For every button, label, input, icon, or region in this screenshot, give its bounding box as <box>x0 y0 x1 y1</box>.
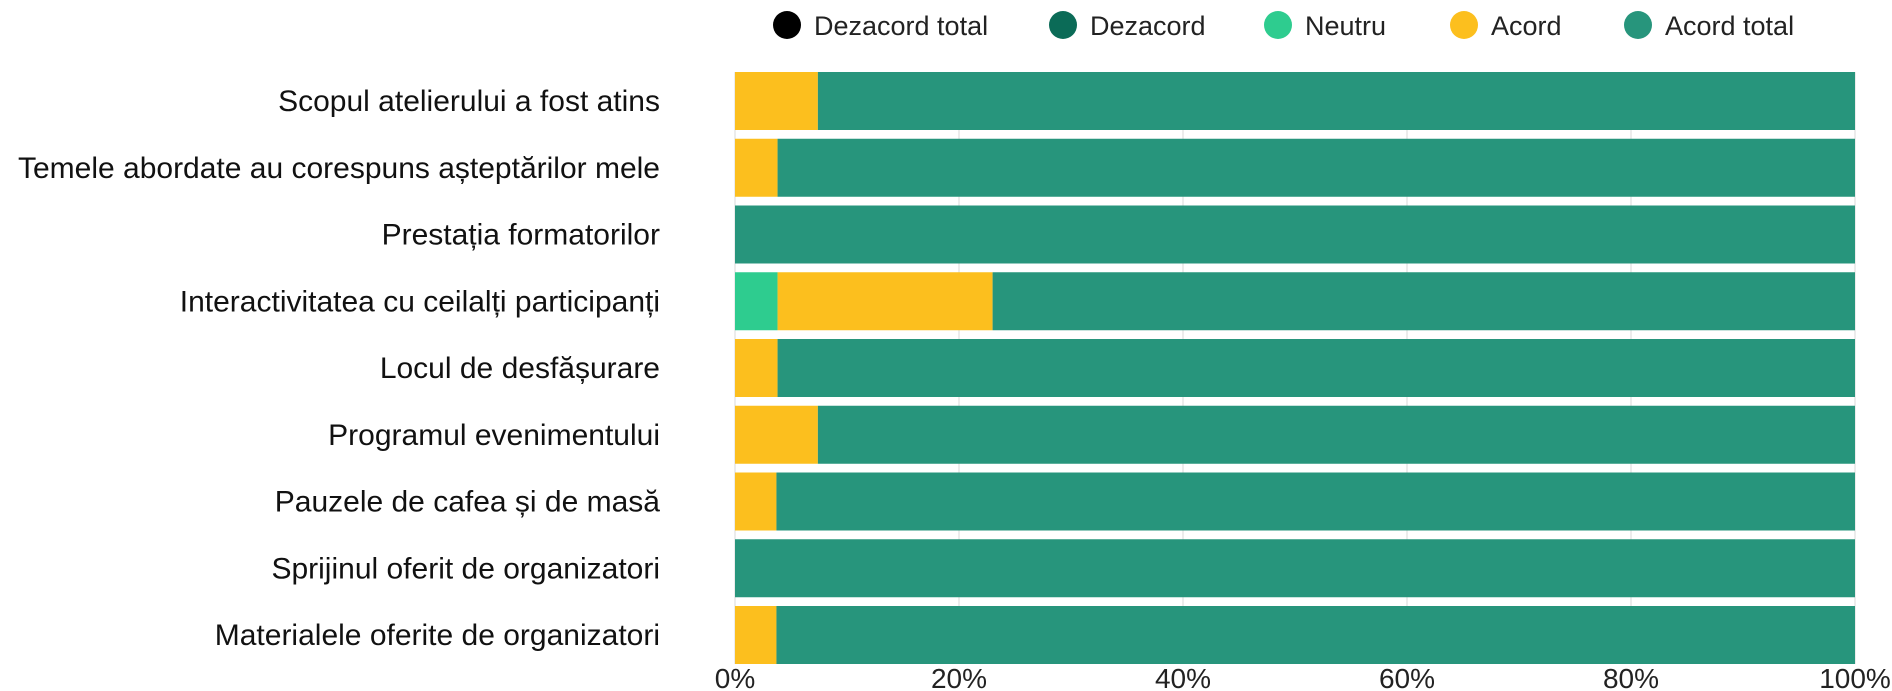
x-tick-label: 20% <box>931 663 987 691</box>
legend-marker <box>1450 11 1478 39</box>
legend-marker <box>1049 11 1077 39</box>
legend-label: Dezacord total <box>814 11 988 41</box>
bar-segment <box>776 606 1856 664</box>
legend-label: Dezacord <box>1090 11 1206 41</box>
category-label: Materialele oferite de organizatori <box>215 619 660 652</box>
category-label: Scopul atelierului a fost atins <box>278 85 660 118</box>
x-tick-label: 60% <box>1379 663 1435 691</box>
bar-segment <box>735 405 818 464</box>
bar-segment <box>777 138 1855 197</box>
bar-segment <box>777 272 993 331</box>
x-tick-label: 0% <box>715 663 755 691</box>
category-label: Programul evenimentului <box>328 419 660 452</box>
bar-segment <box>735 272 778 331</box>
bar-segment <box>735 205 1855 264</box>
bar-segment <box>777 339 1855 397</box>
category-label: Locul de desfășurare <box>380 352 660 385</box>
bar-segment <box>735 138 778 197</box>
bar-segment <box>735 539 1855 598</box>
bar-segment <box>735 472 777 531</box>
x-axis-ticks: 0% 20% 40% 60% 80% 100% <box>715 663 1891 691</box>
bar-segment <box>817 72 1855 130</box>
x-tick-label: 80% <box>1603 663 1659 691</box>
bar-segment <box>817 405 1855 464</box>
bar-segment <box>776 472 1856 531</box>
bar-segment <box>735 606 777 664</box>
x-tick-label: 100% <box>1819 663 1891 691</box>
legend-label: Neutru <box>1305 11 1386 41</box>
category-label: Interactivitatea cu ceilalți participanț… <box>180 285 660 318</box>
bar-segment <box>735 339 778 397</box>
legend-marker <box>1624 11 1652 39</box>
legend-label: Acord total <box>1665 11 1794 41</box>
category-labels: Scopul atelierului a fost atins Temele ab… <box>18 85 660 652</box>
bar-segment <box>735 72 818 130</box>
category-label: Prestația formatorilor <box>382 219 660 252</box>
legend: Dezacord total Dezacord Neutru Acord Acord t… <box>773 11 1794 41</box>
legend-label: Acord <box>1491 11 1562 41</box>
category-label: Temele abordate au corespuns așteptărilo… <box>18 152 660 185</box>
bar-segment <box>992 272 1855 331</box>
legend-marker <box>773 11 801 39</box>
category-label: Pauzele de cafea și de masă <box>275 486 661 519</box>
x-tick-label: 40% <box>1155 663 1211 691</box>
legend-marker <box>1264 11 1292 39</box>
category-label: Sprijinul oferit de organizatori <box>271 552 660 585</box>
bars <box>735 72 1856 664</box>
